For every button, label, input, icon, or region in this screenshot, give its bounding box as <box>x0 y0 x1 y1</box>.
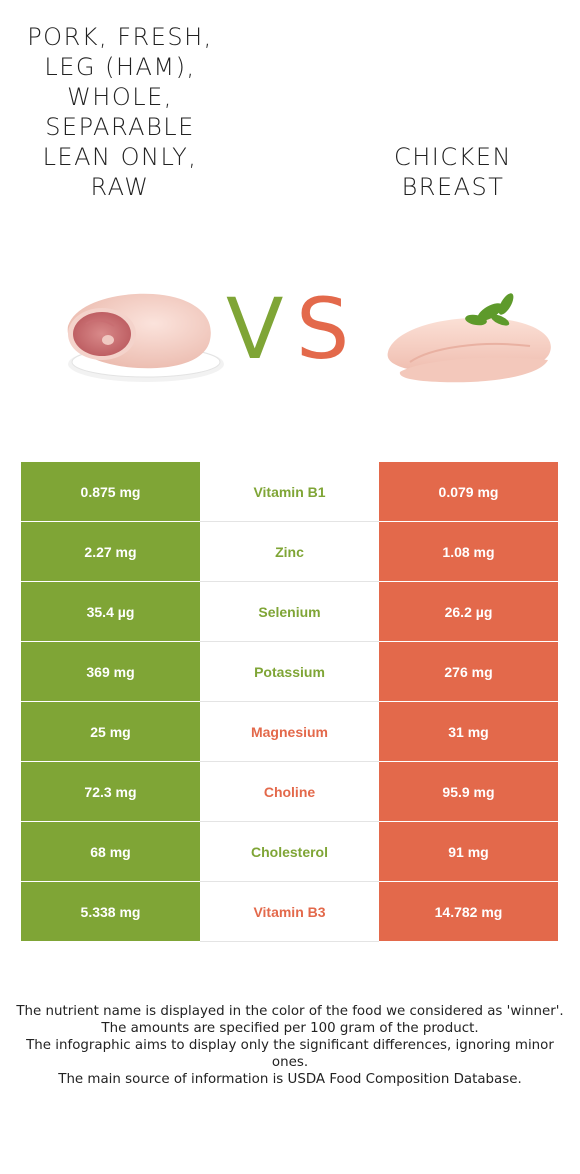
right-food-title-line: breast <box>401 173 505 201</box>
row-divider <box>200 881 379 882</box>
nutrient-name-cell: Vitamin B3 <box>200 882 379 941</box>
table-row: 25 mg Magnesium 31 mg <box>21 702 558 762</box>
nutrient-name-cell: Potassium <box>200 642 379 701</box>
nutrient-name-cell: Vitamin B1 <box>200 462 379 521</box>
left-food-title-line: lean only, <box>42 143 198 171</box>
table-row: 0.875 mg Vitamin B1 0.079 mg <box>21 462 558 522</box>
row-divider <box>200 581 379 582</box>
vs-s-letter: S <box>296 280 350 378</box>
left-value-cell: 2.27 mg <box>21 522 200 581</box>
pork-ham-image <box>67 293 224 382</box>
left-value-cell: 5.338 mg <box>21 882 200 941</box>
row-divider <box>200 941 379 942</box>
right-value-cell: 26.2 µg <box>379 582 558 641</box>
left-food-title-line: separable <box>45 113 195 141</box>
table-row: 2.27 mg Zinc 1.08 mg <box>21 522 558 582</box>
table-row: 68 mg Cholesterol 91 mg <box>21 822 558 882</box>
row-divider <box>200 521 379 522</box>
right-value-cell: 1.08 mg <box>379 522 558 581</box>
nutrient-name-cell: Choline <box>200 762 379 821</box>
left-food-title: Pork, fresh, leg (ham), whole, separable… <box>0 22 240 202</box>
table-row: 35.4 µg Selenium 26.2 µg <box>21 582 558 642</box>
left-food-title-line: Pork, fresh, <box>27 23 213 51</box>
footnote-line: The nutrient name is displayed in the co… <box>16 1004 564 1019</box>
right-value-cell: 95.9 mg <box>379 762 558 821</box>
left-value-cell: 0.875 mg <box>21 462 200 521</box>
row-divider <box>200 761 379 762</box>
nutrient-name-cell: Cholesterol <box>200 822 379 881</box>
row-divider <box>200 701 379 702</box>
left-food-title-line: raw <box>90 173 150 201</box>
vs-label: V S <box>222 282 352 377</box>
right-food-title: Chicken breast <box>350 142 556 202</box>
right-value-cell: 91 mg <box>379 822 558 881</box>
table-row: 369 mg Potassium 276 mg <box>21 642 558 702</box>
right-value-cell: 0.079 mg <box>379 462 558 521</box>
left-food-title-line: leg (ham), <box>44 53 196 81</box>
right-value-cell: 276 mg <box>379 642 558 701</box>
left-value-cell: 369 mg <box>21 642 200 701</box>
left-value-cell: 35.4 µg <box>21 582 200 641</box>
footnote-line: The amounts are specified per 100 gram o… <box>101 1021 479 1036</box>
footnote: The nutrient name is displayed in the co… <box>16 1003 564 1088</box>
footnote-line: The main source of information is USDA F… <box>58 1072 522 1087</box>
row-divider <box>200 641 379 642</box>
left-food-title-line: whole, <box>67 83 173 111</box>
left-value-cell: 25 mg <box>21 702 200 761</box>
nutrient-name-cell: Zinc <box>200 522 379 581</box>
row-divider <box>200 821 379 822</box>
footnote-line: The infographic aims to display only the… <box>26 1038 554 1070</box>
nutrient-name-cell: Magnesium <box>200 702 379 761</box>
nutrient-name-cell: Selenium <box>200 582 379 641</box>
chicken-breast-image <box>387 293 551 383</box>
table-row: 72.3 mg Choline 95.9 mg <box>21 762 558 822</box>
vs-v-letter: V <box>226 280 284 378</box>
left-value-cell: 68 mg <box>21 822 200 881</box>
right-value-cell: 31 mg <box>379 702 558 761</box>
right-value-cell: 14.782 mg <box>379 882 558 941</box>
table-row: 5.338 mg Vitamin B3 14.782 mg <box>21 882 558 942</box>
left-value-cell: 72.3 mg <box>21 762 200 821</box>
nutrient-comparison-table: 0.875 mg Vitamin B1 0.079 mg 2.27 mg Zin… <box>21 462 558 942</box>
right-food-title-line: Chicken <box>394 143 512 171</box>
